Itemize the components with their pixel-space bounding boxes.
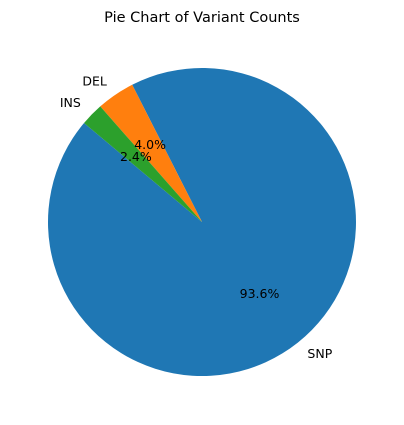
slice-label-snp: SNP bbox=[307, 346, 332, 361]
pie-slice-ins bbox=[84, 106, 202, 222]
pie-slice-del bbox=[100, 84, 202, 223]
slice-percent-snp: 93.6% bbox=[240, 286, 280, 301]
slice-label-del: DEL bbox=[82, 73, 107, 88]
pie-slices bbox=[47, 68, 356, 377]
pie-labels: SNP 93.6% DEL 4.0% INS 2.4% bbox=[60, 73, 333, 361]
slice-percent-del: 4.0% bbox=[134, 137, 166, 152]
chart-title: Pie Chart of Variant Counts bbox=[104, 10, 300, 26]
slice-percent-ins: 2.4% bbox=[120, 149, 152, 164]
slice-label-ins: INS bbox=[60, 95, 81, 110]
pie-slice-snp bbox=[47, 68, 356, 377]
